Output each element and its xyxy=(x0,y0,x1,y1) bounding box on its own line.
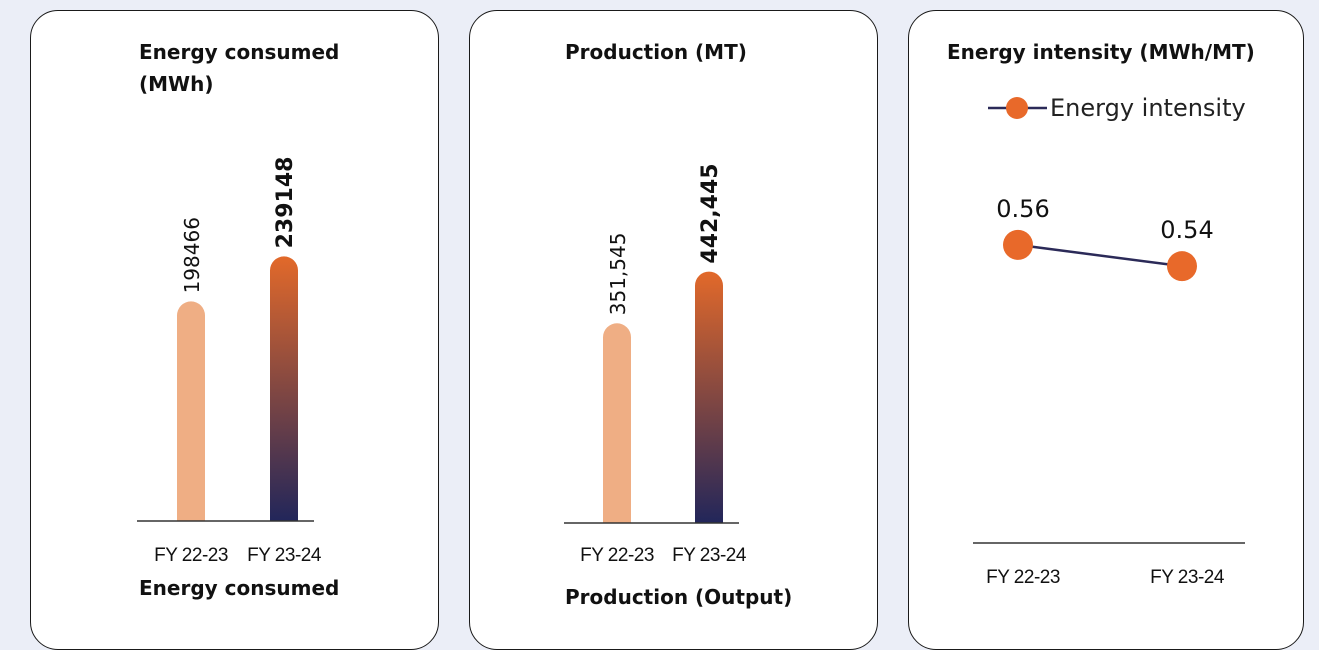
data-label: 239148 xyxy=(273,157,298,249)
bar xyxy=(603,323,631,523)
data-label: 442,445 xyxy=(698,163,723,263)
production-chart: Production (MT) 351,545 FY 22-23 442,445 FY … xyxy=(564,40,792,609)
energy-intensity-chart: Energy intensity (MWh/MT) Energy intensit… xyxy=(947,40,1255,588)
energy-intensity-card: Energy intensity (MWh/MT) Energy intensit… xyxy=(908,10,1304,650)
energy-consumed-chart: Energy consumed (MWh) 198466 FY 22-23 239148… xyxy=(137,40,339,600)
chart-title: Energy intensity (MWh/MT) xyxy=(947,40,1255,64)
x-axis-title: Production (Output) xyxy=(565,585,792,609)
chart-title: Energy consumed xyxy=(139,40,339,64)
data-point xyxy=(1003,229,1033,260)
x-axis-title: Energy consumed xyxy=(139,576,339,600)
x-tick-label: FY 22-23 xyxy=(580,545,654,566)
x-tick-label: FY 23-24 xyxy=(247,545,322,566)
data-point xyxy=(1167,251,1197,282)
data-label: 198466 xyxy=(180,217,204,293)
chart-title: Production (MT) xyxy=(565,40,747,64)
series-line xyxy=(1017,243,1183,268)
x-tick-label: FY 23-24 xyxy=(672,545,747,566)
x-tick-label: FY 22-23 xyxy=(154,545,228,566)
data-label: 0.56 xyxy=(996,195,1049,223)
legend-label: Energy intensity xyxy=(1050,94,1246,122)
legend-marker xyxy=(1006,97,1028,119)
bar xyxy=(695,271,723,523)
bar xyxy=(177,301,205,521)
x-tick-label: FY 22-23 xyxy=(986,567,1060,588)
chart-title: (MWh) xyxy=(139,72,213,96)
data-label: 351,545 xyxy=(606,233,630,316)
bar xyxy=(270,256,298,521)
energy-consumed-card: Energy consumed (MWh) 198466 FY 22-23 239148… xyxy=(30,10,439,650)
x-tick-label: FY 23-24 xyxy=(1150,567,1225,588)
data-label: 0.54 xyxy=(1160,216,1213,244)
production-card: Production (MT) 351,545 FY 22-23 442,445 FY … xyxy=(469,10,878,650)
